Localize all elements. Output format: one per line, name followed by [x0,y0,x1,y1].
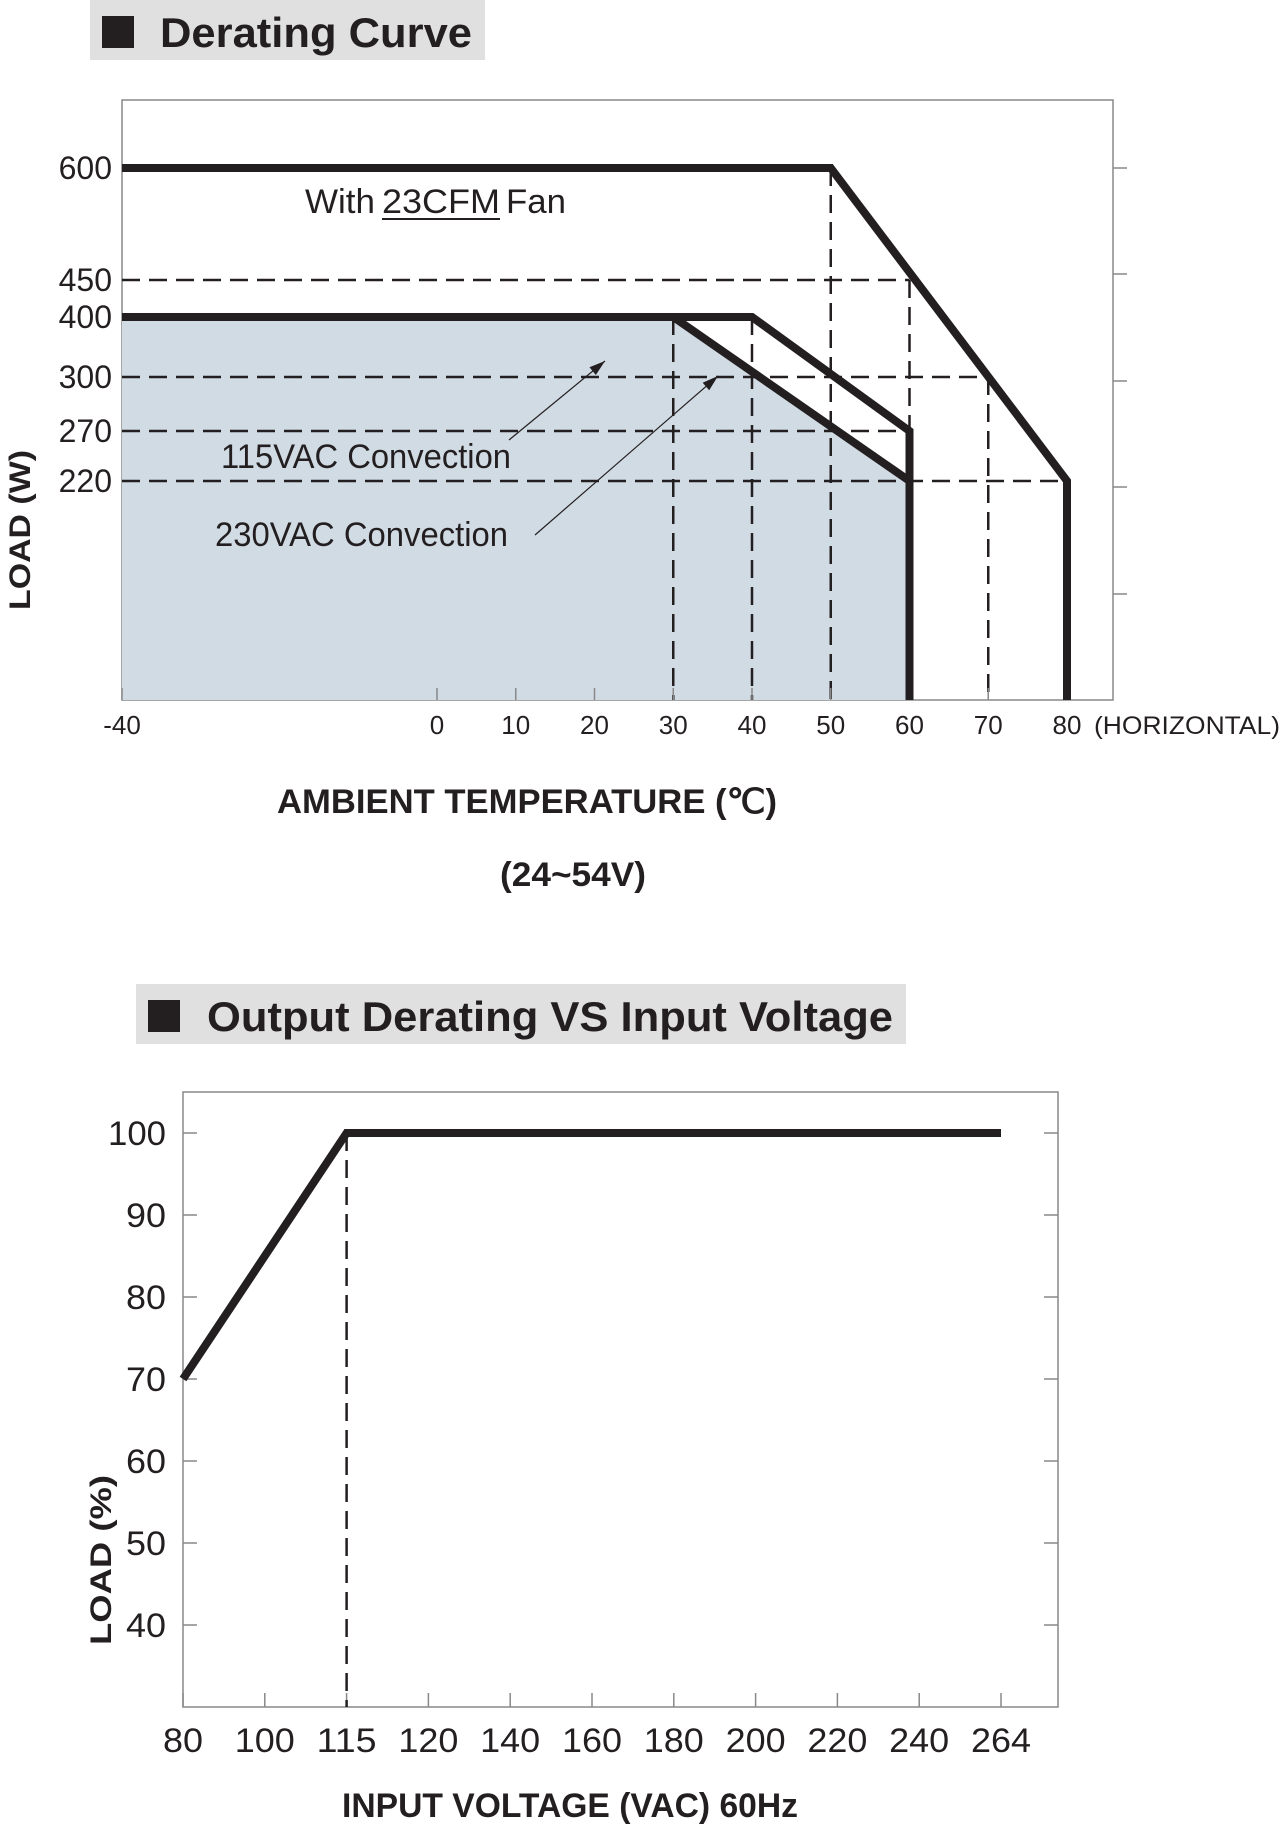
label-230vac: 230VAC Convection [215,516,508,554]
x-tick-label: 50 [816,710,845,740]
x-tick-label: 10 [501,710,530,740]
fan-label-suffix: Fan [506,183,566,221]
x-tick-label: 264 [971,1722,1031,1760]
x-tick-label: 20 [580,710,609,740]
y-tick-label: 220 [59,463,112,499]
y-tick-label: 450 [59,262,112,298]
fan-annotation: With 23CFM Fan [305,183,566,221]
chart-title: Output Derating VS Input Voltage [207,993,893,1040]
y-tick-label: 80 [126,1279,166,1317]
x-tick-label: 200 [726,1722,786,1760]
y-tick-label: 90 [126,1197,166,1235]
x-tick-label: -40 [103,710,141,740]
x-tick-label: 30 [659,710,688,740]
x-tick-label: 180 [644,1722,704,1760]
arrowhead-icon [589,361,605,376]
series-line-0 [122,164,1071,700]
x-tick-label: 60 [895,710,924,740]
title-background [90,0,485,60]
y-axis-label: LOAD (W) [4,450,37,610]
annotation-arrow-line [534,375,719,536]
y-tick-label: 270 [59,413,112,449]
y-tick-label: 600 [59,150,112,186]
x-tick-label: 80 [163,1722,203,1760]
x-tick-suffix: (HORIZONTAL) [1094,712,1280,740]
x-axis-label: INPUT VOLTAGE (VAC) 60Hz [342,1787,798,1824]
title-bullet-icon [102,16,134,48]
x-tick-label: 220 [807,1722,867,1760]
x-axis-label: AMBIENT TEMPERATURE (℃) [277,783,777,821]
fan-label-cfm: 23CFM [382,183,500,221]
fan-label-prefix: With [305,183,375,221]
label-115vac: 115VAC Convection [221,438,511,476]
x-tick-label: 0 [430,710,444,740]
y-tick-label: 40 [126,1607,166,1645]
input-voltage-derating-chart: Output Derating VS Input Voltage 80 100 11… [85,984,1059,1824]
series-line-2 [122,313,914,700]
annotation-arrow-line [508,360,606,441]
title-background [136,984,906,1044]
title-bullet-icon [148,1000,180,1032]
x-tick-label: 100 [235,1722,295,1760]
arrowhead-icon [702,376,718,391]
x-tick-label: 160 [562,1722,622,1760]
y-tick-label: 400 [59,299,112,335]
x-tick-label: 70 [974,710,1003,740]
y-tick-label: 100 [108,1115,166,1153]
x-tick-label: 80 [1053,710,1082,740]
series-line-0 [179,1129,1001,1382]
chart-title: Derating Curve [160,9,472,56]
x-tick-label: 40 [738,710,767,740]
y-tick-label: 300 [59,359,112,395]
derating-curve-chart: Derating Curve -40 0 10 20 30 40 50 60 70 80 600 45… [4,0,1280,894]
y-tick-label: 50 [126,1525,166,1563]
x-tick-label: 240 [889,1722,949,1760]
x-axis-note: (24~54V) [500,856,646,894]
series-fill-area [122,317,910,700]
x-tick-label: 115 [317,1722,377,1760]
plot-frame [182,1091,1059,1708]
x-tick-label: 140 [480,1722,540,1760]
y-axis-label: LOAD (%) [85,1475,118,1645]
y-tick-label: 70 [126,1361,166,1399]
y-tick-label: 60 [126,1443,166,1481]
x-tick-label: 120 [398,1722,458,1760]
